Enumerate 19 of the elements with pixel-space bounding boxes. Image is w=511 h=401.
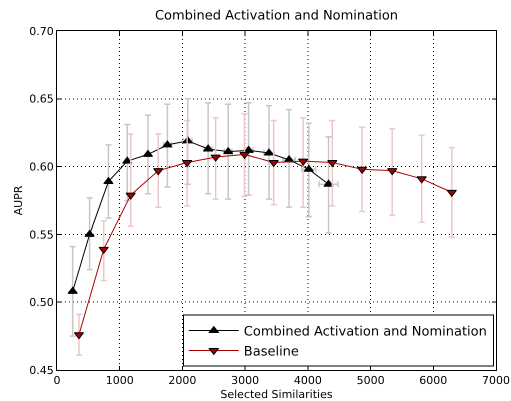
x-tick-label: 2000 (168, 374, 196, 388)
x-tick-label: 3000 (231, 374, 260, 388)
x-tick-label: 0 (54, 374, 60, 388)
y-tick-label: 0.60 (29, 160, 54, 174)
y-tick-label: 0.55 (29, 228, 54, 242)
y-tick-label: 0.45 (29, 364, 54, 377)
y-tick-label: 0.65 (29, 92, 54, 106)
x-axis-title: Selected Similarities (220, 388, 333, 401)
y-tick-label: 0.70 (29, 24, 54, 38)
x-tick-label: 4000 (294, 374, 322, 388)
x-tick-label: 6000 (419, 374, 448, 388)
x-tick-label: 5000 (356, 374, 385, 388)
y-axis-title: AUPR (12, 185, 25, 216)
legend-label: Combined Activation and Nomination (244, 324, 487, 340)
legend-label: Baseline (244, 344, 299, 360)
x-tick-label: 7000 (482, 374, 510, 388)
chart-title: Combined Activation and Nomination (154, 8, 398, 24)
y-tick-label: 0.50 (29, 296, 54, 310)
x-tick-label: 1000 (106, 374, 134, 388)
